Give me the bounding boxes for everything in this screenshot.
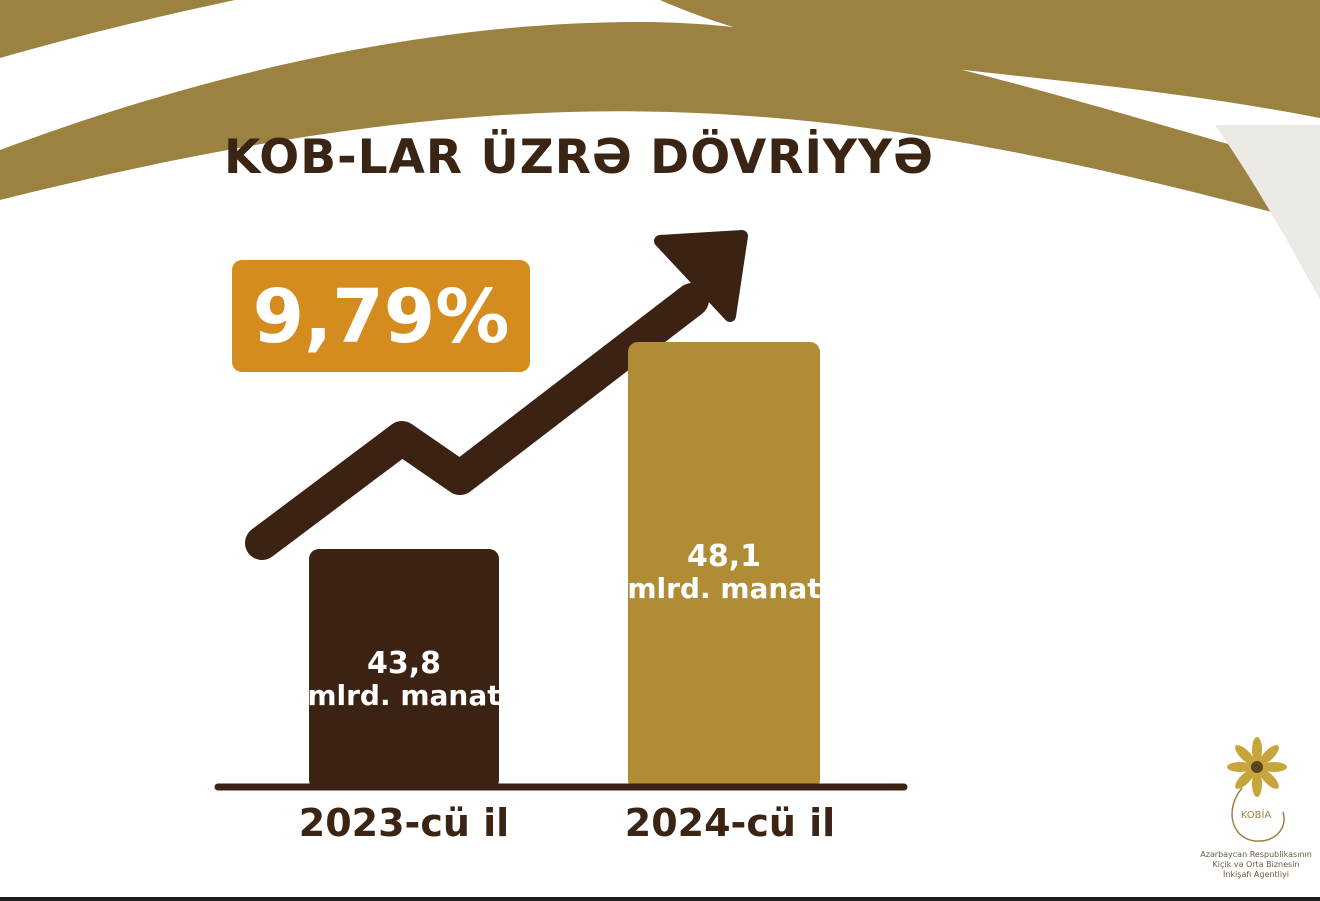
logo-caption-line-1: Azərbaycan Respublikasının (1200, 850, 1312, 859)
growth-label-box (232, 260, 530, 372)
logo-caption-line-2: Kiçik və Orta Biznesin (1213, 860, 1300, 869)
bar-2023 (309, 548, 499, 790)
kobia-logo: KOBİA Azərbaycan Respublikasının Kiçik v… (1200, 737, 1312, 879)
logo-name: KOBİA (1241, 808, 1272, 821)
top-band-swoosh (0, 21, 1320, 225)
bottom-border (0, 897, 1320, 901)
bar-unit-label-2024: mlrd. manat (627, 572, 820, 605)
top-left-swoosh (0, 0, 235, 58)
bar-value-label-2024: 48,1 (687, 539, 761, 574)
right-edge-sheen (1215, 125, 1320, 300)
bar-2024 (628, 341, 820, 790)
bar-value-label-2023: 43,8 (367, 646, 441, 681)
growth-arrow-line (245, 283, 709, 560)
flower-icon (1227, 737, 1287, 797)
chart-title: KOB-LAR ÜZRƏ DÖVRİYYƏ (224, 130, 934, 185)
top-right-swoosh (660, 0, 1320, 118)
growth-arrow-head (654, 230, 748, 322)
logo-caption-line-3: İnkişafı Agentliyi (1223, 869, 1289, 879)
growth-label: 9,79% (253, 274, 510, 360)
bar-unit-label-2023: mlrd. manat (307, 679, 500, 712)
x-tick-label-2023: 2023-cü il (299, 801, 509, 845)
logo-stem-arc (1231, 787, 1285, 842)
x-tick-label-2024: 2024-cü il (625, 801, 835, 845)
